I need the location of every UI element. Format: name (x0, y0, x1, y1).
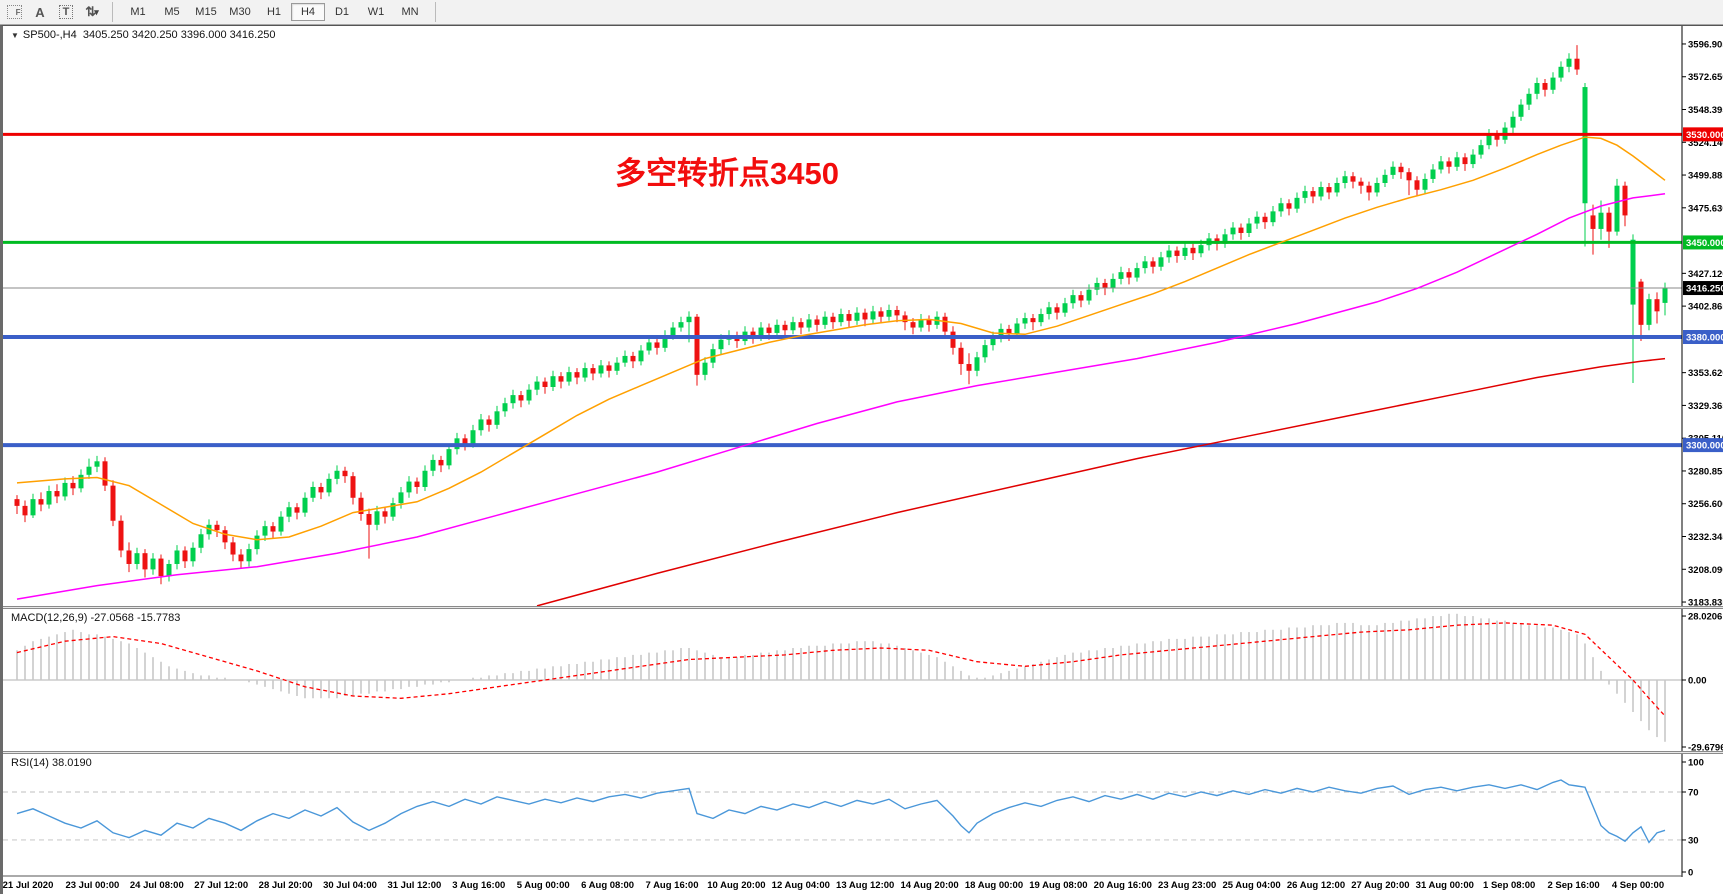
svg-text:3300.000: 3300.000 (1686, 441, 1723, 452)
cursor-arrows-icon[interactable]: ⇅ ▾ (80, 2, 104, 22)
timeframe-button-M30[interactable]: M30 (229, 6, 251, 18)
panel-splitter[interactable] (3, 606, 1723, 609)
svg-text:0: 0 (1688, 868, 1693, 878)
time-axis-label: 13 Aug 12:00 (836, 880, 895, 891)
svg-text:3572.650: 3572.650 (1688, 72, 1723, 83)
svg-text:3208.090: 3208.090 (1688, 565, 1723, 576)
time-axis-label: 19 Aug 08:00 (1029, 880, 1088, 891)
profile-grid-glyph: F (6, 5, 22, 19)
text-label-icon[interactable]: A (28, 2, 52, 22)
svg-text:3353.620: 3353.620 (1688, 368, 1723, 379)
svg-text:3427.120: 3427.120 (1688, 269, 1723, 280)
chart-annotation-text[interactable]: 多空转折点3450 (615, 156, 839, 191)
timeframe-button-H1[interactable]: H1 (266, 6, 282, 18)
timeframe-button-D1[interactable]: D1 (334, 6, 350, 18)
time-axis-label: 10 Aug 20:00 (707, 880, 766, 891)
panel-splitter[interactable] (3, 751, 1723, 754)
price-chart-canvas[interactable]: 3596.905 3572.650 3548.395 3524.140 3499.885… (3, 26, 1723, 606)
time-axis-label: 30 Jul 04:00 (323, 880, 377, 891)
svg-text:3475.630: 3475.630 (1688, 203, 1723, 214)
time-axis-label: 6 Aug 08:00 (581, 880, 635, 891)
svg-text:3499.885: 3499.885 (1688, 171, 1723, 182)
chart-ohlc-header: ▼ SP500-,H4 3405.250 3420.250 3396.000 34… (11, 29, 276, 41)
toolbar-separator (112, 2, 113, 22)
time-axis-label: 21 Jul 2020 (2, 880, 54, 891)
svg-text:3416.250: 3416.250 (1686, 284, 1723, 295)
time-axis-label: 23 Jul 00:00 (65, 880, 120, 891)
timeframe-button-M1[interactable]: M1 (130, 6, 146, 18)
time-axis-label: 2 Sep 16:00 (1547, 880, 1600, 891)
time-axis-label: 31 Aug 00:00 (1415, 880, 1474, 891)
time-axis-label: 12 Aug 04:00 (771, 880, 830, 891)
text-label-glyph: A (35, 4, 45, 20)
time-axis-label: 20 Aug 16:00 (1093, 880, 1152, 891)
time-axis[interactable]: 21 Jul 2020 23 Jul 00:00 24 Jul 08:00 27 Ju… (3, 877, 1723, 894)
cursor-arrows-glyph: ⇅ (85, 4, 97, 19)
time-axis-label: 1 Sep 08:00 (1483, 880, 1536, 891)
time-axis-label: 3 Aug 16:00 (452, 880, 506, 891)
timeframe-button-MN[interactable]: MN (401, 6, 419, 18)
collapse-chart-icon[interactable]: ▼ (11, 31, 19, 40)
dropdown-caret-icon[interactable]: ▾ (94, 6, 99, 17)
svg-text:3524.140: 3524.140 (1688, 138, 1723, 149)
time-axis-label: 28 Jul 20:00 (258, 880, 313, 891)
main-chart-panel: ▼ SP500-,H4 3405.250 3420.250 3396.000 34… (3, 26, 1723, 606)
svg-text:3329.365: 3329.365 (1688, 401, 1723, 412)
svg-text:3183.835: 3183.835 (1688, 598, 1723, 606)
symbol-label: SP500-,H4 (22, 29, 77, 41)
time-axis-label: 25 Aug 04:00 (1222, 880, 1281, 891)
svg-text:70: 70 (1688, 788, 1699, 799)
time-axis-label: 23 Aug 23:00 (1158, 880, 1217, 891)
timeframe-button-W1[interactable]: W1 (367, 6, 385, 18)
svg-text:3548.395: 3548.395 (1688, 105, 1723, 116)
profile-grid-icon[interactable]: F (2, 2, 26, 22)
macd-canvas[interactable]: 28.0206 0.00 -29.6796 (3, 609, 1723, 751)
time-axis-label: 24 Jul 08:00 (129, 880, 184, 891)
svg-text:3596.905: 3596.905 (1688, 39, 1723, 50)
time-axis-label: 4 Sep 00:00 (1611, 880, 1665, 891)
timeframe-button-M15[interactable]: M15 (195, 6, 217, 18)
time-axis-label: 27 Aug 20:00 (1351, 880, 1410, 891)
svg-text:3380.000: 3380.000 (1686, 333, 1723, 344)
text-box-icon[interactable]: T (54, 2, 78, 22)
svg-text:28.0206: 28.0206 (1688, 612, 1722, 623)
timeframe-button-H4[interactable]: H4 (291, 3, 325, 21)
timeframe-group: M1 M5 M15 M30 H1 H4 D1 W1 MN (121, 3, 427, 21)
macd-indicator-label: MACD(12,26,9) -27.0568 -15.7783 (11, 612, 181, 624)
toolbar: F A T ⇅ ▾ M1 M5 M15 M30 H1 H4 D1 W1 MN (0, 0, 1723, 25)
time-axis-label: 7 Aug 16:00 (645, 880, 699, 891)
svg-text:3280.855: 3280.855 (1688, 466, 1723, 477)
svg-text:3402.865: 3402.865 (1688, 302, 1723, 313)
svg-text:30: 30 (1688, 835, 1699, 846)
time-axis-label: 18 Aug 00:00 (964, 880, 1024, 891)
svg-text:3530.000: 3530.000 (1686, 130, 1723, 141)
rsi-canvas[interactable]: 100 70 30 0 (3, 754, 1723, 877)
macd-panel: MACD(12,26,9) -27.0568 -15.7783 28.0206 0… (3, 609, 1723, 751)
ohlc-values: 3405.250 3420.250 3396.000 3416.250 (82, 29, 276, 41)
svg-text:3232.345: 3232.345 (1688, 532, 1723, 543)
toolbar-separator (435, 2, 436, 22)
time-axis-label: 27 Jul 12:00 (194, 880, 249, 891)
svg-text:0.00: 0.00 (1688, 676, 1707, 687)
timeframe-button-M5[interactable]: M5 (164, 6, 180, 18)
time-axis-label: 26 Aug 12:00 (1286, 880, 1346, 891)
rsi-indicator-label: RSI(14) 38.0190 (11, 757, 92, 769)
time-axis-label: 31 Jul 12:00 (387, 880, 442, 891)
text-box-glyph: T (58, 5, 74, 19)
svg-text:100: 100 (1688, 758, 1704, 769)
chart-window: ▼ SP500-,H4 3405.250 3420.250 3396.000 34… (0, 25, 1723, 894)
svg-text:3256.600: 3256.600 (1688, 499, 1723, 510)
time-axis-label: 5 Aug 00:00 (516, 880, 570, 891)
svg-text:-29.6796: -29.6796 (1688, 743, 1723, 752)
time-axis-label: 14 Aug 20:00 (900, 880, 959, 891)
rsi-panel: RSI(14) 38.0190 100 70 30 0 (3, 754, 1723, 877)
svg-text:3450.000: 3450.000 (1686, 238, 1723, 249)
